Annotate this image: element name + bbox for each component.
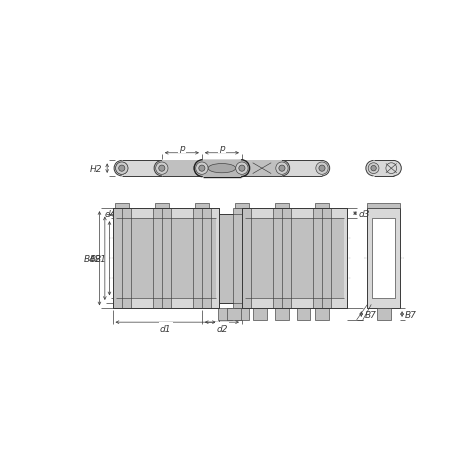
Text: d4: d4 [105, 209, 116, 218]
Circle shape [114, 161, 129, 176]
Circle shape [365, 161, 381, 176]
Bar [373, 161, 393, 176]
Circle shape [155, 162, 168, 175]
Circle shape [275, 162, 287, 175]
Bar [367, 209, 399, 308]
Bar [312, 209, 330, 308]
Bar [162, 161, 202, 176]
Text: B4: B4 [84, 254, 95, 263]
Bar [272, 209, 291, 308]
Text: B1: B1 [94, 254, 106, 263]
Bar [232, 209, 251, 308]
Bar [218, 308, 231, 320]
Circle shape [154, 161, 169, 176]
Text: p: p [218, 144, 224, 152]
Bar [192, 209, 211, 308]
Bar [253, 308, 267, 320]
Text: d2: d2 [216, 324, 227, 333]
Circle shape [234, 161, 249, 176]
Circle shape [194, 160, 211, 177]
Bar [281, 161, 321, 176]
Bar [195, 203, 208, 209]
Text: d3: d3 [358, 209, 369, 218]
Circle shape [367, 163, 378, 174]
Bar [202, 161, 241, 176]
Bar [227, 308, 241, 320]
Bar [296, 308, 310, 320]
Circle shape [194, 161, 209, 176]
Bar [115, 219, 215, 299]
Bar [235, 308, 248, 320]
Bar [241, 161, 281, 176]
Circle shape [235, 162, 247, 175]
Bar [122, 161, 162, 176]
Bar [202, 160, 241, 177]
Circle shape [318, 166, 325, 172]
Text: d1: d1 [160, 324, 171, 333]
Bar [115, 203, 129, 209]
Text: H2: H2 [89, 164, 101, 174]
Circle shape [198, 166, 205, 172]
Bar [314, 203, 328, 209]
Bar [218, 214, 241, 303]
Circle shape [194, 161, 209, 176]
Circle shape [274, 161, 289, 176]
Circle shape [234, 161, 249, 176]
Bar [112, 209, 218, 308]
Circle shape [115, 162, 128, 175]
Circle shape [238, 166, 245, 172]
Bar [241, 209, 347, 308]
Text: B7: B7 [364, 310, 376, 319]
Bar [367, 203, 399, 209]
Text: p: p [179, 144, 185, 152]
Bar [241, 209, 347, 308]
Bar [155, 203, 168, 209]
Bar [371, 219, 394, 299]
Circle shape [232, 160, 249, 177]
Bar [112, 209, 131, 308]
Circle shape [278, 166, 285, 172]
Text: B7: B7 [404, 310, 416, 319]
Circle shape [313, 161, 329, 176]
Bar [274, 308, 288, 320]
Circle shape [118, 166, 124, 172]
Circle shape [195, 162, 207, 175]
Circle shape [115, 162, 128, 175]
Bar [235, 203, 248, 209]
Circle shape [158, 166, 165, 172]
Bar [245, 219, 344, 299]
Circle shape [370, 166, 375, 172]
Circle shape [274, 161, 289, 176]
Ellipse shape [207, 164, 235, 174]
Text: B2: B2 [90, 254, 101, 263]
Circle shape [315, 162, 327, 175]
Bar [112, 209, 218, 308]
Bar [274, 203, 288, 209]
Bar [376, 308, 390, 320]
Bar [314, 308, 328, 320]
Circle shape [385, 161, 400, 176]
Circle shape [154, 161, 169, 176]
Bar [152, 209, 171, 308]
